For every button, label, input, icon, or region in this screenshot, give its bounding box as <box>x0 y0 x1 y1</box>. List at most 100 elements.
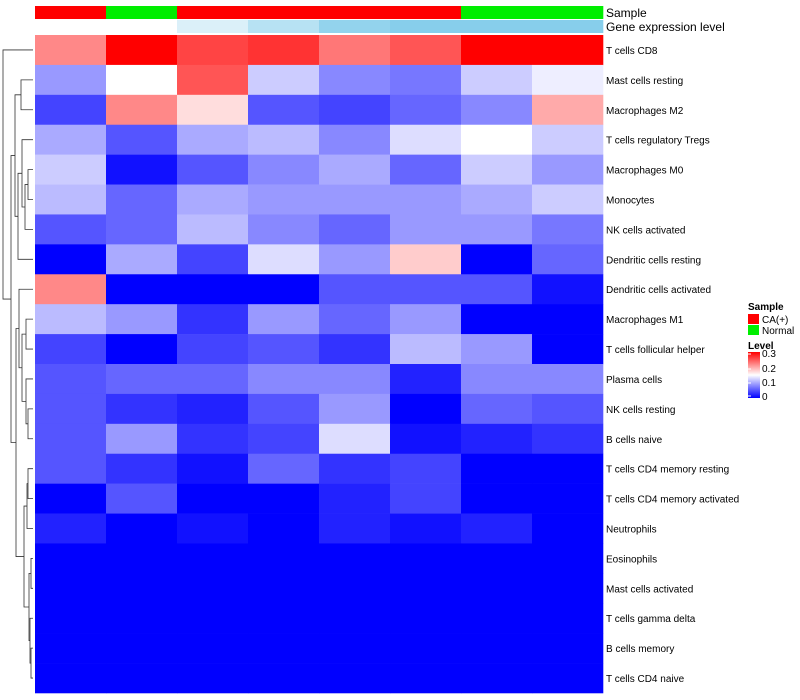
heatmap-cell-eosinophils-col-3 <box>177 543 249 574</box>
row-label-dendritic-cells-activated: Dendritic cells activated <box>606 285 711 296</box>
legend-entry-ca: CA(+) <box>762 315 788 326</box>
legend: Sample CA(+) Normal Level 0.3 0.2 0.1 0 <box>748 302 794 403</box>
heatmap-cell-t-cells-cd4-naive-col-2 <box>106 663 178 694</box>
expression-annotation-col-5 <box>319 20 391 33</box>
heatmap-cell-dendritic-cells-resting-col-5 <box>319 244 391 275</box>
heatmap-cell-monocytes-col-6 <box>390 184 462 215</box>
heatmap-cell-t-cells-follicular-helper-col-5 <box>319 334 391 365</box>
heatmap-cell-t-cells-cd4-memory-activated-col-6 <box>390 483 462 514</box>
heatmap-cell-macrophages-m0-col-3 <box>177 154 249 185</box>
heatmap-cell-nk-cells-resting-col-6 <box>390 393 462 425</box>
heatmap-cell-eosinophils-col-8 <box>532 543 604 574</box>
expression-annotation-col-4 <box>248 20 320 33</box>
heatmap-cell-t-cells-gamma-delta-col-4 <box>248 603 320 634</box>
heatmap-cell-dendritic-cells-activated-col-3 <box>177 274 249 305</box>
expression-annotation-col-6 <box>390 20 462 33</box>
heatmap-cell-monocytes-col-1 <box>35 184 107 215</box>
heatmap-cell-t-cells-regulatory-tregs-col-2 <box>106 124 178 155</box>
heatmap-cell-monocytes-col-3 <box>177 184 249 215</box>
heatmap-cell-neutrophils-col-1 <box>35 513 107 544</box>
heatmap-cell-b-cells-naive-col-5 <box>319 423 391 455</box>
heatmap-cell-mast-cells-resting-col-5 <box>319 64 391 96</box>
expression-annotation-col-1 <box>35 20 107 33</box>
heatmap-cell-t-cells-gamma-delta-col-2 <box>106 603 178 634</box>
heatmap-cell-b-cells-naive-col-2 <box>106 423 178 455</box>
heatmap-cell-macrophages-m1-col-6 <box>390 304 462 335</box>
heatmap-cell-b-cells-naive-col-4 <box>248 423 320 455</box>
expression-annotation-col-3 <box>177 20 249 33</box>
sample-annotation-col-6 <box>390 6 462 19</box>
heatmap-cell-t-cells-cd4-memory-resting-col-2 <box>106 453 178 484</box>
heatmap-cell-t-cells-cd8-col-8 <box>532 35 604 66</box>
heatmap-cell-t-cells-regulatory-tregs-col-6 <box>390 124 462 155</box>
sample-annotation-col-1 <box>35 6 107 19</box>
heatmap-cell-neutrophils-col-3 <box>177 513 249 544</box>
expression-annotation-col-8 <box>532 20 604 33</box>
heatmap-cell-monocytes-col-7 <box>461 184 533 215</box>
heatmap-cell-macrophages-m2-col-6 <box>390 94 462 126</box>
heatmap-cell-t-cells-cd4-naive-col-7 <box>461 663 533 694</box>
row-label-neutrophils: Neutrophils <box>606 525 657 536</box>
heatmap-cell-macrophages-m1-col-1 <box>35 304 107 335</box>
heatmap-cells <box>35 35 604 694</box>
row-label-eosinophils: Eosinophils <box>606 554 657 565</box>
heatmap-cell-macrophages-m1-col-4 <box>248 304 320 335</box>
heatmap-cell-eosinophils-col-6 <box>390 543 462 574</box>
heatmap-cell-t-cells-cd8-col-3 <box>177 35 249 66</box>
heatmap-cell-nk-cells-resting-col-8 <box>532 393 604 425</box>
heatmap-cell-nk-cells-activated-col-2 <box>106 214 178 245</box>
heatmap-cell-t-cells-cd4-memory-resting-col-1 <box>35 453 107 484</box>
legend-swatch-ca <box>748 314 759 324</box>
heatmap-cell-b-cells-naive-col-8 <box>532 423 604 455</box>
dendrogram-branch-3 <box>29 617 33 664</box>
dendrogram-branch-1 <box>30 558 33 589</box>
heatmap-cell-macrophages-m1-col-2 <box>106 304 178 335</box>
heatmap-cell-monocytes-col-2 <box>106 184 178 215</box>
dendrogram-branch-7 <box>23 505 29 608</box>
heatmap-cell-t-cells-cd8-col-1 <box>35 35 107 66</box>
heatmap-cell-dendritic-cells-resting-col-1 <box>35 244 107 275</box>
heatmap-cell-dendritic-cells-activated-col-2 <box>106 274 178 305</box>
heatmap-cell-eosinophils-col-2 <box>106 543 178 574</box>
dendrogram-branch-13 <box>27 169 33 200</box>
heatmap-cell-b-cells-memory-col-2 <box>106 633 178 664</box>
row-label-monocytes: Monocytes <box>606 196 654 207</box>
heatmap-cell-nk-cells-activated-col-3 <box>177 214 249 245</box>
heatmap-cell-macrophages-m2-col-8 <box>532 94 604 126</box>
heatmap-cell-t-cells-cd8-col-5 <box>319 35 391 66</box>
heatmap-cell-t-cells-regulatory-tregs-col-3 <box>177 124 249 155</box>
heatmap-cell-neutrophils-col-4 <box>248 513 320 544</box>
heatmap-cell-mast-cells-resting-col-3 <box>177 64 249 96</box>
dendrogram-branch-14 <box>24 184 33 230</box>
heatmap-cell-mast-cells-resting-col-7 <box>461 64 533 96</box>
heatmap-cell-b-cells-naive-col-7 <box>461 423 533 455</box>
heatmap-cell-t-cells-follicular-helper-col-8 <box>532 334 604 365</box>
heatmap-cell-t-cells-regulatory-tregs-col-4 <box>248 124 320 155</box>
heatmap-cell-b-cells-naive-col-1 <box>35 423 107 455</box>
heatmap-cell-t-cells-regulatory-tregs-col-1 <box>35 124 107 155</box>
heatmap-cell-t-cells-regulatory-tregs-col-8 <box>532 124 604 155</box>
heatmap-cell-nk-cells-activated-col-4 <box>248 214 320 245</box>
heatmap-cell-b-cells-memory-col-8 <box>532 633 604 664</box>
heatmap-cell-dendritic-cells-resting-col-3 <box>177 244 249 275</box>
heatmap-cell-b-cells-memory-col-6 <box>390 633 462 664</box>
heatmap-cell-t-cells-cd4-naive-col-1 <box>35 663 107 694</box>
heatmap-cell-macrophages-m1-col-8 <box>532 304 604 335</box>
heatmap-cell-dendritic-cells-activated-col-6 <box>390 274 462 305</box>
heatmap-cell-plasma-cells-col-2 <box>106 364 178 395</box>
legend-level-tick-0-2: 0.2 <box>762 364 776 375</box>
heatmap-cell-t-cells-cd4-naive-col-6 <box>390 663 462 694</box>
heatmap-cell-t-cells-cd4-memory-resting-col-5 <box>319 453 391 484</box>
heatmap-cell-t-cells-cd4-memory-activated-col-5 <box>319 483 391 514</box>
dendrogram-branch-11 <box>21 333 26 402</box>
heatmap-cell-neutrophils-col-5 <box>319 513 391 544</box>
dendrogram-branch-5 <box>27 468 33 499</box>
heatmap-cell-macrophages-m2-col-4 <box>248 94 320 126</box>
legend-entry-normal: Normal <box>762 326 794 337</box>
heatmap-cell-monocytes-col-8 <box>532 184 604 215</box>
expression-annotation-col-2 <box>106 20 178 33</box>
row-label-macrophages-m2: Macrophages M2 <box>606 106 684 117</box>
row-labels: T cells CD8 Mast cells resting Macrophages… <box>606 46 739 685</box>
heatmap-cell-t-cells-cd4-memory-activated-col-4 <box>248 483 320 514</box>
dendrogram-branch-16 <box>17 172 33 260</box>
